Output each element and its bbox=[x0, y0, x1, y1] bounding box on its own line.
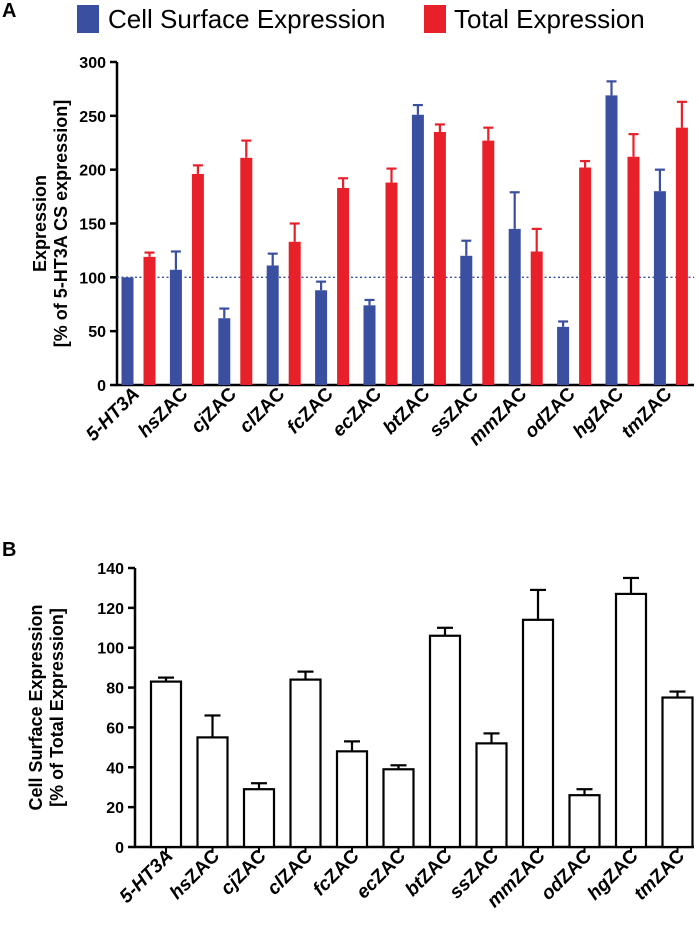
x-tick-label-cjzac: cjZAC bbox=[187, 383, 241, 437]
x-tick-label-eczac: ecZAC bbox=[353, 845, 411, 903]
bar-cell-surface-total-sszac bbox=[475, 742, 508, 849]
x-tick-label-hszac: hsZAC bbox=[166, 845, 224, 903]
bar-total-expression-5-ht3a bbox=[143, 256, 156, 385]
bar-cell-surface-expression-sszac bbox=[460, 255, 473, 385]
bar-cell-surface-total-tmzac bbox=[661, 696, 694, 849]
x-tick-label-clzac: clZAC bbox=[236, 383, 290, 437]
bar-cell-surface-expression-hszac bbox=[169, 269, 182, 385]
panel-label-a: A bbox=[2, 0, 16, 22]
bar-total-expression-eczac bbox=[385, 182, 398, 385]
chart-b: 0 20 40 60 80 100 120 140 Cell Surface Expressio… bbox=[26, 561, 694, 912]
y-tick-label: 100 bbox=[97, 641, 124, 658]
bar-cell-surface-expression-fczac bbox=[315, 290, 328, 385]
y-tick-label: 20 bbox=[106, 800, 124, 817]
bar-total-expression-btzac bbox=[433, 131, 446, 385]
legend-swatch-total bbox=[424, 5, 446, 33]
bar-total-expression-odzac bbox=[579, 167, 592, 385]
x-tick-label-clzac: clZAC bbox=[263, 845, 317, 899]
panel-label-b: B bbox=[2, 539, 16, 561]
bar-cell-surface-expression-5-ht3a bbox=[121, 277, 134, 385]
bar-total-expression-cjzac bbox=[240, 157, 253, 385]
bar-cell-surface-total-mmzac bbox=[521, 618, 555, 849]
bar-total-expression-hszac bbox=[191, 173, 204, 385]
chart-a: 0 50 100 150 200 250 300 Expression [% of 5-HT3A… bbox=[30, 55, 694, 450]
bar-cell-surface-total-eczac bbox=[382, 768, 415, 849]
bar-cell-surface-total-odzac bbox=[568, 794, 601, 849]
x-tick-label-odzac: odZAC bbox=[521, 383, 580, 442]
x-tick-label-odzac: odZAC bbox=[537, 845, 596, 904]
y-tick-label: 150 bbox=[79, 217, 106, 234]
y-axis-label: Expression bbox=[30, 175, 50, 272]
bar-total-expression-fczac bbox=[337, 187, 350, 385]
x-tick-label-hszac: hsZAC bbox=[134, 383, 192, 441]
bar-cell-surface-total-cjzac bbox=[242, 788, 276, 849]
y-tick-label: 300 bbox=[79, 55, 106, 72]
x-tick-label-hgzac: hgZAC bbox=[584, 845, 643, 904]
y-tick-label: 80 bbox=[106, 681, 124, 698]
x-tick-label-btzac: btZAC bbox=[379, 383, 434, 438]
x-tick-label-fczac: fcZAC bbox=[283, 383, 338, 438]
x-tick-label-cjzac: cjZAC bbox=[217, 845, 271, 899]
y-axis-label: Cell Surface Expression bbox=[26, 604, 46, 810]
y-tick-label: 200 bbox=[79, 163, 106, 180]
x-tick-label-5-ht3a: 5-HT3A bbox=[82, 384, 144, 446]
bar-cell-surface-total-fczac bbox=[335, 750, 369, 849]
y-tick-label: 0 bbox=[97, 378, 106, 395]
bar-total-expression-tmzac bbox=[675, 127, 688, 385]
bar-cell-surface-expression-mmzac bbox=[508, 228, 521, 385]
x-tick-label-tmzac: tmZAC bbox=[618, 383, 677, 442]
bar-cell-surface-total-5-ht3a bbox=[149, 680, 183, 849]
y-tick-label: 120 bbox=[97, 601, 124, 618]
x-tick-label-eczac: ecZAC bbox=[329, 383, 387, 441]
legend-swatch-cell-surface bbox=[77, 5, 99, 33]
y-tick-label: 40 bbox=[106, 760, 124, 777]
bar-cell-surface-total-hgzac bbox=[614, 592, 648, 849]
x-tick-label-hgzac: hgZAC bbox=[569, 383, 628, 442]
bar-total-expression-mmzac bbox=[530, 251, 543, 385]
y-axis-label: [% of 5-HT3A CS expression] bbox=[51, 100, 71, 347]
bar-cell-surface-total-hszac bbox=[196, 736, 229, 849]
y-tick-label: 60 bbox=[106, 720, 124, 737]
y-tick-label: 140 bbox=[97, 561, 124, 578]
y-tick-label: 100 bbox=[79, 270, 106, 287]
bar-total-expression-hgzac bbox=[627, 156, 640, 385]
bar-cell-surface-expression-odzac bbox=[557, 326, 570, 385]
y-tick-label: 250 bbox=[79, 109, 106, 126]
bar-total-expression-sszac bbox=[482, 140, 495, 385]
bar-cell-surface-total-btzac bbox=[428, 634, 462, 849]
y-axis-label: [% of Total Expression] bbox=[47, 608, 67, 807]
bar-cell-surface-expression-btzac bbox=[411, 114, 424, 386]
x-tick-label-5-ht3a: 5-HT3A bbox=[116, 846, 178, 908]
bar-total-expression-clzac bbox=[288, 241, 301, 385]
bar-cell-surface-expression-hgzac bbox=[605, 95, 618, 386]
x-tick-label-tmzac: tmZAC bbox=[630, 845, 689, 904]
bar-cell-surface-total-clzac bbox=[289, 678, 322, 849]
bar-cell-surface-expression-tmzac bbox=[653, 191, 666, 385]
bar-cell-surface-expression-eczac bbox=[363, 305, 376, 385]
bar-cell-surface-expression-clzac bbox=[266, 265, 279, 385]
x-tick-label-btzac: btZAC bbox=[401, 845, 456, 900]
y-tick-label: 0 bbox=[115, 840, 124, 857]
bar-cell-surface-expression-cjzac bbox=[218, 318, 231, 385]
legend-label-total: Total Expression bbox=[454, 4, 645, 34]
legend-label-cell-surface: Cell Surface Expression bbox=[108, 4, 385, 34]
y-tick-label: 50 bbox=[88, 324, 106, 341]
